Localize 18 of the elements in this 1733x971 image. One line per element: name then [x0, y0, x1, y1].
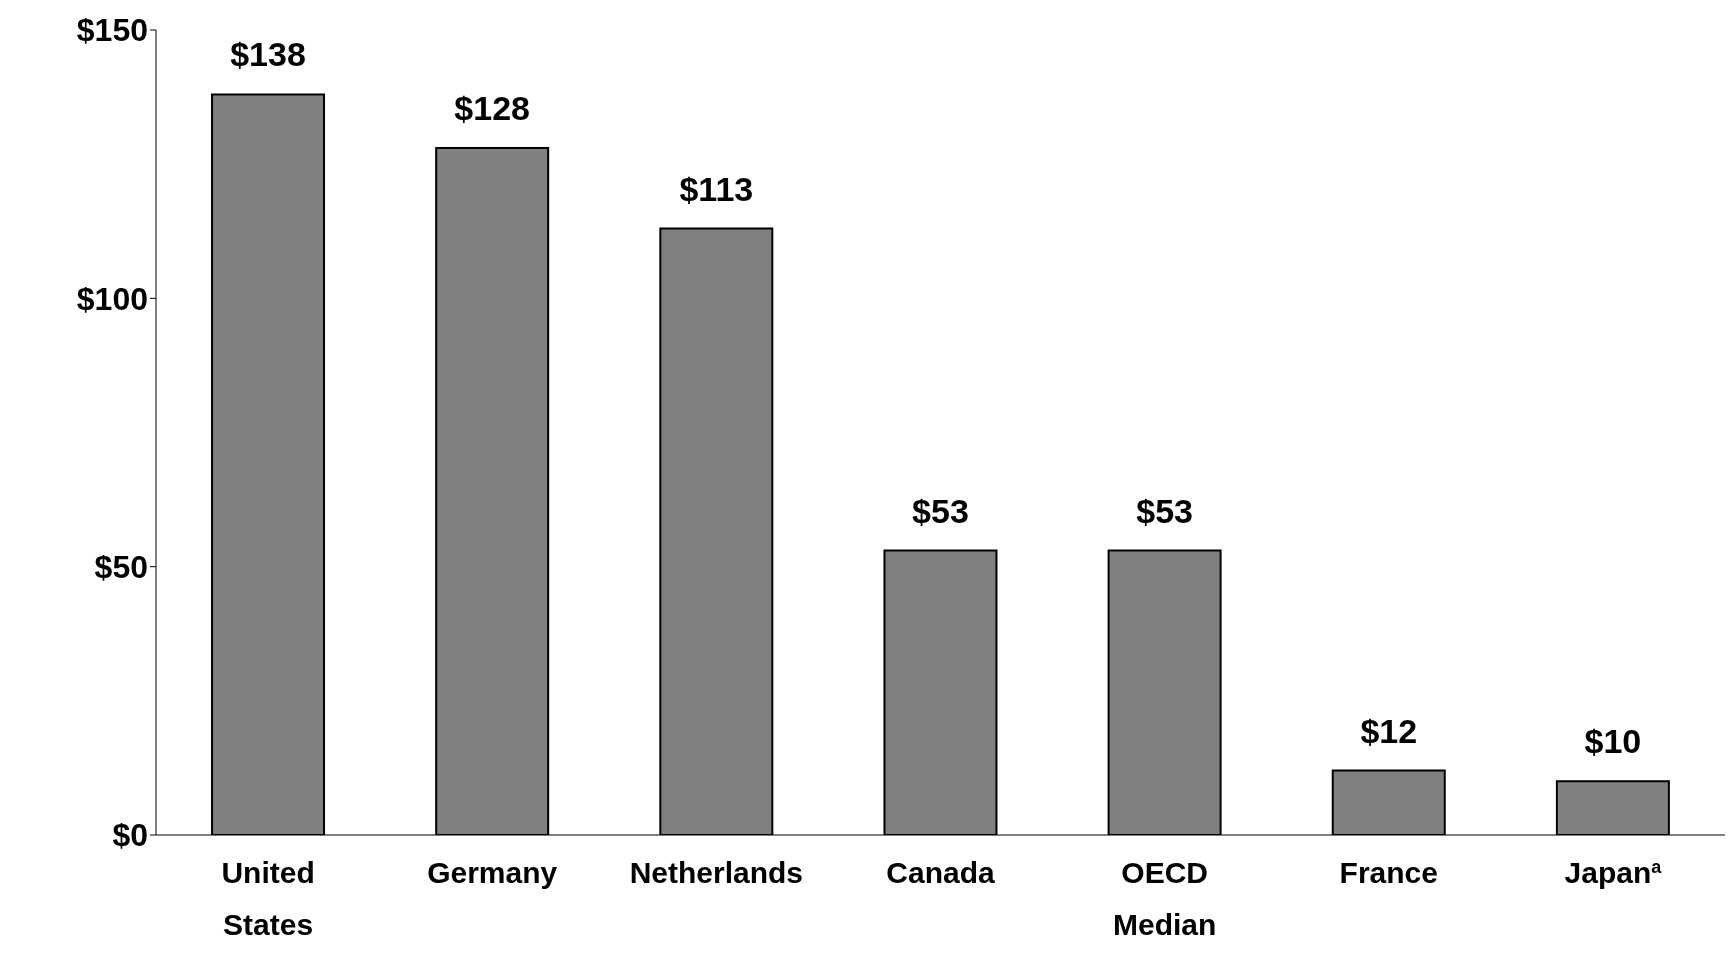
y-tick-label: $0 — [112, 817, 148, 854]
data-label: $53 — [1136, 491, 1193, 530]
x-tick-label: Netherlands — [629, 856, 804, 889]
x-tick-label: Canada — [886, 856, 995, 889]
y-tick-label: $100 — [76, 280, 148, 317]
y-tick-label: $150 — [76, 12, 148, 49]
x-tick-label: France — [1339, 856, 1438, 889]
data-label: $128 — [454, 89, 530, 128]
x-tick-label: United States — [221, 856, 315, 941]
data-label: $138 — [230, 35, 306, 74]
y-tick-label: $50 — [94, 549, 148, 586]
x-tick-label: Germany — [427, 856, 558, 889]
data-label: $113 — [679, 169, 754, 208]
data-label: $53 — [912, 491, 969, 530]
data-label: $10 — [1584, 722, 1642, 761]
data-label: $12 — [1360, 711, 1418, 750]
x-tick-label: OECD Median — [1112, 856, 1217, 941]
x-tick-label: Japan$^{a}$ — [1564, 856, 1663, 889]
